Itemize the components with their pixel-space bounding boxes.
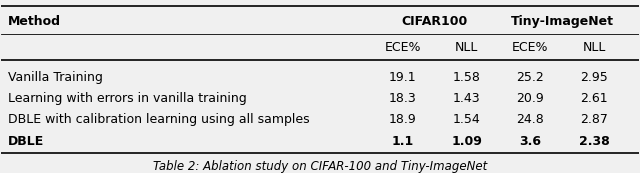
- Text: 1.54: 1.54: [452, 113, 481, 126]
- Text: 3.6: 3.6: [519, 135, 541, 148]
- Text: 1.58: 1.58: [452, 71, 481, 84]
- Text: 1.1: 1.1: [392, 135, 414, 148]
- Text: Table 2: Ablation study on CIFAR-100 and Tiny-ImageNet: Table 2: Ablation study on CIFAR-100 and…: [153, 160, 487, 173]
- Text: Method: Method: [8, 15, 61, 28]
- Text: ECE%: ECE%: [512, 41, 548, 54]
- Text: 18.9: 18.9: [389, 113, 417, 126]
- Text: Tiny-ImageNet: Tiny-ImageNet: [511, 15, 614, 28]
- Text: Vanilla Training: Vanilla Training: [8, 71, 102, 84]
- Text: 2.38: 2.38: [579, 135, 609, 148]
- Text: 20.9: 20.9: [516, 92, 544, 105]
- Text: ECE%: ECE%: [385, 41, 421, 54]
- Text: 25.2: 25.2: [516, 71, 544, 84]
- Text: NLL: NLL: [455, 41, 478, 54]
- Text: 2.61: 2.61: [580, 92, 608, 105]
- Text: Learning with errors in vanilla training: Learning with errors in vanilla training: [8, 92, 246, 105]
- Text: DBLE: DBLE: [8, 135, 44, 148]
- Text: 2.87: 2.87: [580, 113, 608, 126]
- Text: 19.1: 19.1: [389, 71, 417, 84]
- Text: 24.8: 24.8: [516, 113, 544, 126]
- Text: 18.3: 18.3: [389, 92, 417, 105]
- Text: NLL: NLL: [582, 41, 605, 54]
- Text: 2.95: 2.95: [580, 71, 608, 84]
- Text: CIFAR100: CIFAR100: [401, 15, 468, 28]
- Text: 1.09: 1.09: [451, 135, 482, 148]
- Text: 1.43: 1.43: [452, 92, 481, 105]
- Text: DBLE with calibration learning using all samples: DBLE with calibration learning using all…: [8, 113, 309, 126]
